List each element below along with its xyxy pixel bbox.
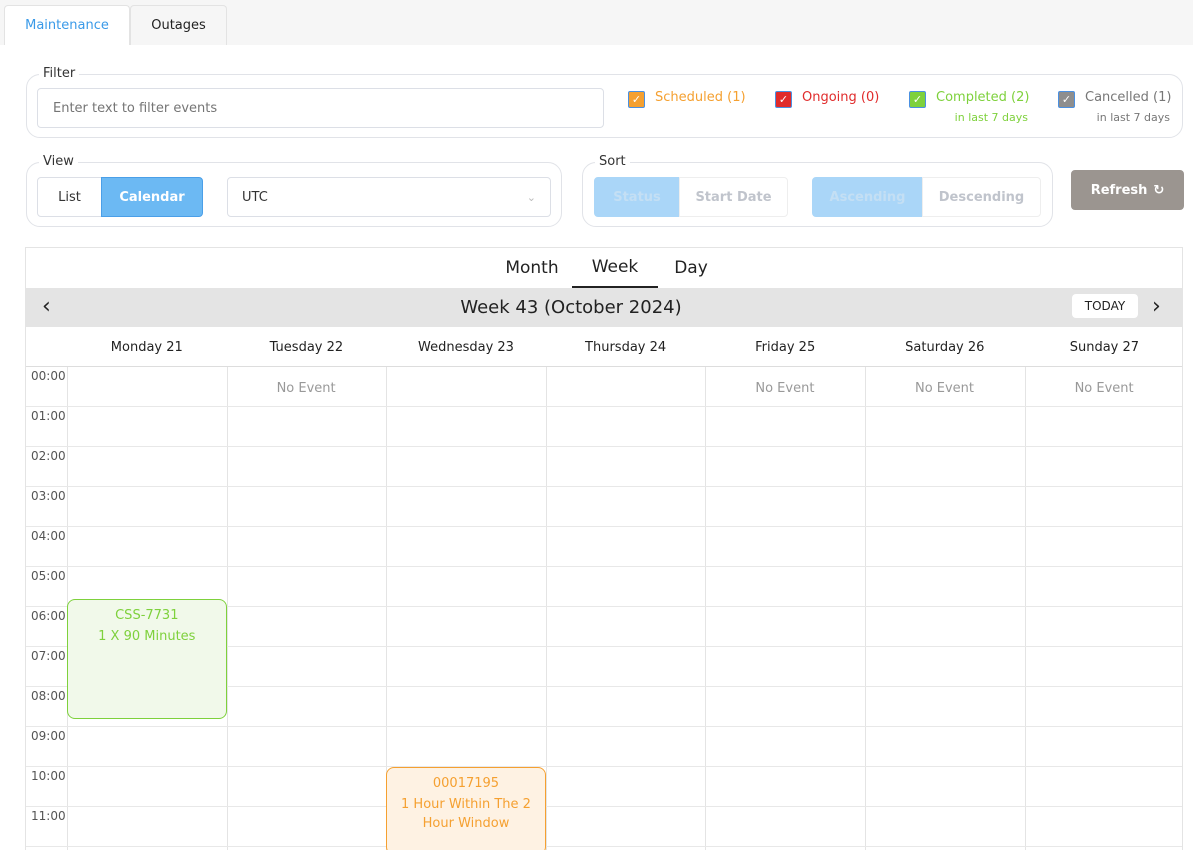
hour-label: 00:00: [31, 369, 66, 383]
hour-label: 08:00: [31, 689, 66, 703]
filter-group: Filter: [26, 66, 1183, 138]
day-divider: [1024, 367, 1026, 850]
calendar-nav: ‹ Week 43 (October 2024) TODAY ›: [26, 288, 1182, 327]
hour-label: 10:00: [31, 769, 66, 783]
hour-label: 07:00: [31, 649, 66, 663]
checkbox-icon[interactable]: ✓: [775, 91, 792, 108]
week-title: Week 43 (October 2024): [460, 297, 682, 318]
status-label: Cancelled (1): [1085, 90, 1172, 105]
day-header: Wednesday 23: [418, 339, 514, 355]
grid-line: [26, 566, 1182, 567]
sort-start-date-button[interactable]: Start Date: [679, 177, 788, 217]
hour-label: 11:00: [31, 809, 66, 823]
status-filter-1[interactable]: ✓ Ongoing (0): [775, 90, 879, 108]
sort-status-button[interactable]: Status: [594, 177, 680, 217]
tab-maintenance[interactable]: Maintenance: [4, 5, 130, 45]
view-tab-month[interactable]: Month: [505, 258, 559, 278]
status-filter-3[interactable]: ✓ Cancelled (1): [1058, 90, 1171, 108]
checkbox-icon[interactable]: ✓: [909, 91, 926, 108]
hour-label: 03:00: [31, 489, 66, 503]
no-event-label: No Event: [276, 381, 336, 396]
event-description: 1 Hour Within The 2 Hour Window: [401, 797, 531, 831]
no-event-label: No Event: [755, 381, 815, 396]
status-label: Scheduled (1): [655, 90, 746, 105]
refresh-label: Refresh: [1090, 182, 1148, 198]
grid-line: [26, 806, 1182, 807]
calendar-view-button[interactable]: Calendar: [101, 177, 203, 217]
refresh-button[interactable]: Refresh ↻: [1071, 170, 1184, 210]
checkbox-icon[interactable]: ✓: [628, 91, 645, 108]
view-tab-week[interactable]: Week: [572, 248, 658, 288]
sort-legend: Sort: [595, 154, 630, 170]
today-button[interactable]: TODAY: [1072, 294, 1138, 318]
grid-line: [26, 406, 1182, 407]
day-header: Friday 25: [755, 339, 816, 355]
event-card[interactable]: CSS-7731 1 X 90 Minutes: [67, 599, 227, 719]
filter-input[interactable]: [37, 88, 604, 128]
event-description: 1 X 90 Minutes: [98, 629, 196, 644]
hour-label: 05:00: [31, 569, 66, 583]
refresh-icon: ↻: [1153, 182, 1165, 198]
status-sublabel: in last 7 days: [1096, 111, 1170, 124]
status-filter-0[interactable]: ✓ Scheduled (1): [628, 90, 746, 108]
grid-line: [26, 486, 1182, 487]
grid-line: [26, 366, 1182, 367]
prev-week-icon[interactable]: ‹: [42, 294, 51, 319]
status-sublabel: in last 7 days: [954, 111, 1028, 124]
status-filter-2[interactable]: ✓ Completed (2): [909, 90, 1029, 108]
sort-descending-button[interactable]: Descending: [922, 177, 1041, 217]
filter-legend: Filter: [39, 66, 80, 82]
hour-label: 02:00: [31, 449, 66, 463]
event-id: 00017195: [432, 776, 500, 791]
status-label: Completed (2): [936, 90, 1030, 105]
day-header: Saturday 26: [905, 339, 985, 355]
grid-line: [26, 726, 1182, 727]
grid-line: [26, 646, 1182, 647]
calendar: Month Week Day ‹ Week 43 (October 2024) …: [25, 247, 1183, 850]
tab-outages[interactable]: Outages: [130, 5, 227, 45]
timezone-value: UTC: [242, 189, 268, 205]
grid-line: [26, 606, 1182, 607]
grid-line: [26, 446, 1182, 447]
day-divider: [865, 367, 866, 850]
hour-label: 06:00: [31, 609, 66, 623]
hour-label: 04:00: [31, 529, 66, 543]
status-label: Ongoing (0): [802, 90, 880, 105]
day-header: Sunday 27: [1069, 339, 1140, 355]
list-view-button[interactable]: List: [37, 177, 102, 217]
day-header: Thursday 24: [585, 339, 667, 355]
sort-group: Sort: [582, 154, 1053, 227]
next-week-icon[interactable]: ›: [1152, 294, 1161, 319]
day-divider: [545, 367, 547, 850]
event-card[interactable]: 00017195 1 Hour Within The 2 Hour Window: [386, 767, 546, 850]
sort-ascending-button[interactable]: Ascending: [812, 177, 923, 217]
day-divider: [226, 367, 228, 850]
day-header: Monday 21: [110, 339, 183, 355]
view-tab-day[interactable]: Day: [674, 258, 708, 278]
grid-line: [26, 766, 1182, 767]
event-id: CSS-7731: [115, 608, 179, 623]
grid-line: [26, 526, 1182, 527]
hour-label: 01:00: [31, 409, 66, 423]
day-divider: [705, 367, 707, 850]
checkbox-icon[interactable]: ✓: [1058, 91, 1075, 108]
grid-line: [26, 686, 1182, 687]
timezone-select[interactable]: UTC ⌄: [227, 177, 551, 217]
view-group: View: [26, 154, 562, 227]
day-divider: [386, 367, 388, 850]
no-event-label: No Event: [1074, 381, 1134, 396]
view-legend: View: [39, 154, 78, 170]
grid-line: [26, 846, 1182, 847]
no-event-label: No Event: [914, 381, 975, 396]
chevron-down-icon: ⌄: [526, 190, 536, 204]
day-header: Tuesday 22: [269, 339, 344, 355]
hour-label: 09:00: [31, 729, 66, 743]
